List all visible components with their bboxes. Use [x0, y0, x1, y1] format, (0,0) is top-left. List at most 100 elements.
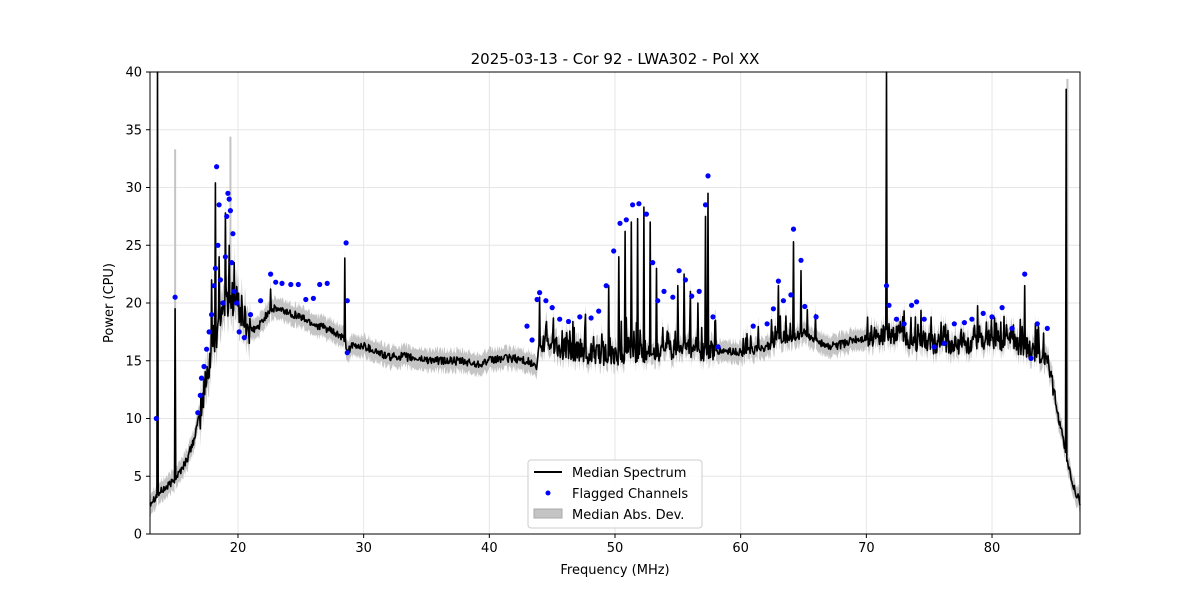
- flagged-point: [682, 277, 689, 283]
- flagged-point: [247, 312, 254, 318]
- flagged-point: [1009, 325, 1015, 331]
- flagged-point: [204, 346, 210, 352]
- y-tick-label: 0: [134, 528, 142, 543]
- flagged-point: [310, 295, 316, 301]
- flagged-point: [197, 392, 203, 398]
- flagged-point: [961, 320, 968, 326]
- flagged-point: [234, 300, 240, 306]
- flagged-point: [577, 314, 583, 320]
- flagged-point: [655, 298, 661, 304]
- flagged-point: [211, 283, 217, 289]
- median-line-path: [149, 71, 1081, 507]
- x-tick-label: 70: [858, 541, 875, 556]
- x-tick-label: 50: [607, 541, 624, 556]
- flagged-point: [273, 279, 279, 285]
- flagged-point: [543, 298, 549, 304]
- legend-flagged-label: Flagged Channels: [572, 487, 688, 502]
- flagged-point: [775, 278, 782, 284]
- flagged-point: [623, 217, 629, 223]
- flagged-point: [603, 283, 609, 289]
- flagged-point: [317, 281, 323, 288]
- flagged-point: [268, 271, 274, 277]
- flagged-point: [225, 190, 231, 196]
- y-tick-label: 35: [125, 123, 142, 138]
- median-spectrum-line: [149, 71, 1081, 507]
- flagged-point: [1034, 321, 1040, 327]
- flagged-point: [1028, 355, 1034, 361]
- flagged-point: [980, 310, 986, 316]
- flagged-point: [1044, 325, 1050, 331]
- flagged-point: [227, 208, 233, 214]
- flagged-point: [617, 220, 623, 226]
- y-axis-label: Power (CPU): [102, 263, 117, 343]
- flagged-point: [224, 213, 230, 219]
- flagged-point: [324, 280, 330, 286]
- flagged-point: [813, 314, 819, 320]
- flagged-point: [295, 281, 301, 288]
- flagged-point: [344, 350, 350, 356]
- flagged-point: [901, 321, 907, 327]
- flagged-point: [931, 344, 937, 350]
- flagged-point: [883, 283, 890, 289]
- flagged-point: [220, 300, 226, 306]
- flagged-point: [214, 164, 220, 170]
- flagged-channel-points: [153, 164, 1050, 422]
- flagged-point: [886, 302, 892, 308]
- flagged-point: [529, 337, 535, 343]
- flagged-point: [702, 202, 709, 208]
- y-tick-label: 10: [125, 412, 142, 427]
- flagged-point: [195, 410, 201, 416]
- flagged-point: [231, 288, 237, 294]
- flagged-point: [198, 375, 205, 381]
- flagged-point: [230, 231, 236, 237]
- flagged-point: [565, 318, 572, 325]
- flagged-point: [909, 302, 915, 308]
- flagged-point: [226, 196, 232, 202]
- flagged-point: [153, 415, 159, 422]
- flagged-point: [215, 242, 221, 248]
- flagged-point: [229, 260, 235, 266]
- flagged-point: [798, 257, 804, 263]
- flagged-point: [636, 201, 642, 207]
- flagged-point: [689, 293, 695, 299]
- flagged-point: [780, 298, 787, 304]
- x-tick-label: 40: [481, 541, 498, 556]
- flagged-point: [661, 288, 667, 294]
- flagged-point: [914, 299, 920, 305]
- legend-mad-label: Median Abs. Dev.: [572, 508, 684, 523]
- flagged-point: [670, 294, 676, 300]
- flagged-point: [279, 280, 285, 286]
- x-tick-label: 60: [732, 541, 749, 556]
- flagged-point: [206, 329, 212, 335]
- flagged-point: [893, 316, 900, 322]
- flagged-point: [999, 305, 1005, 311]
- flagged-point: [750, 323, 756, 329]
- flagged-point: [172, 294, 178, 300]
- flagged-point: [611, 248, 617, 254]
- flagged-point: [588, 315, 594, 321]
- legend-flagged-swatch: [545, 490, 551, 496]
- flagged-point: [630, 202, 636, 208]
- flagged-point: [951, 321, 957, 327]
- x-tick-label: 80: [984, 541, 1001, 556]
- flagged-point: [344, 298, 350, 304]
- y-tick-label: 30: [125, 181, 142, 196]
- flagged-point: [222, 254, 228, 260]
- legend-box: [527, 459, 703, 529]
- flagged-point: [1022, 271, 1028, 277]
- flagged-point: [201, 363, 207, 370]
- y-tick-label: 20: [125, 297, 142, 312]
- flagged-point: [236, 329, 242, 335]
- flagged-point: [710, 314, 716, 320]
- x-axis-ticks: 20 30 40 50 60 70 80: [230, 534, 1001, 556]
- flagged-point: [241, 335, 247, 341]
- flagged-point: [969, 316, 975, 322]
- y-tick-label: 5: [134, 470, 142, 485]
- flagged-point: [696, 288, 702, 294]
- x-tick-label: 20: [230, 541, 247, 556]
- flagged-point: [643, 211, 650, 217]
- flagged-point: [596, 308, 602, 314]
- flagged-point: [788, 292, 794, 298]
- flagged-point: [802, 303, 808, 310]
